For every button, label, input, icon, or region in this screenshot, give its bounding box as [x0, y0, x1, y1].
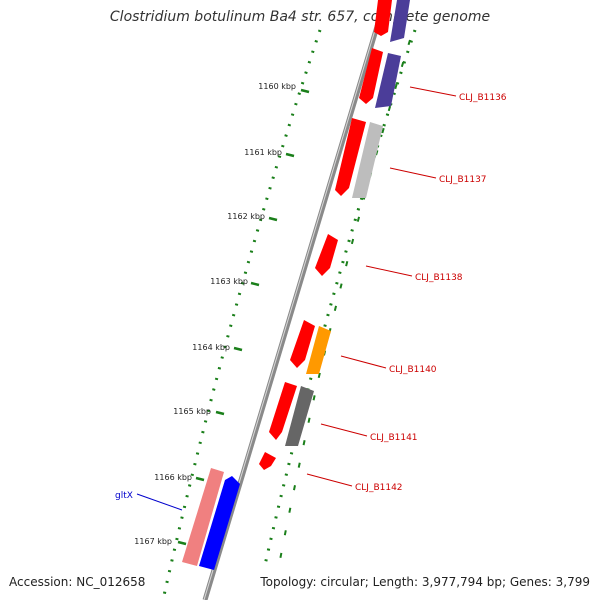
tick-1167	[177, 540, 187, 546]
gene-b1138-red[interactable]	[315, 234, 338, 276]
gene-label-b1138[interactable]: CLJ_B1138	[415, 273, 463, 283]
tick-label-1165: 1165 kbp	[173, 407, 211, 416]
gene-b1141-red[interactable]	[269, 382, 297, 440]
tick-label-1167: 1167 kbp	[134, 537, 172, 546]
tick-1160	[300, 88, 310, 94]
tick-1166	[195, 476, 205, 482]
tick-1163	[250, 281, 260, 287]
gene-b1136-navy[interactable]	[375, 53, 401, 108]
gene-label-b1141[interactable]: CLJ_B1141	[370, 433, 418, 443]
tick-label-1163: 1163 kbp	[210, 277, 248, 286]
tick-label-1160: 1160 kbp	[258, 82, 296, 91]
gene-pink[interactable]	[182, 468, 224, 566]
gene-label-b1142[interactable]: CLJ_B1142	[355, 483, 403, 493]
connector-b1140	[340, 355, 387, 369]
gene-label-b1140[interactable]: CLJ_B1140	[389, 365, 437, 375]
gene-b1141-darkgray[interactable]	[285, 386, 314, 446]
gene-b1137-gray[interactable]	[352, 122, 383, 198]
tick-1165	[215, 410, 225, 416]
gene-b1140-red[interactable]	[290, 320, 315, 368]
topology-text: Topology: circular; Length: 3,977,794 bp…	[260, 575, 590, 589]
genes	[182, 0, 410, 570]
gene-b1140-orange[interactable]	[306, 326, 331, 374]
gene-label-gltX[interactable]: gltX	[115, 491, 133, 501]
tick-label-1161: 1161 kbp	[244, 148, 282, 157]
gene-label-b1137[interactable]: CLJ_B1137	[439, 175, 487, 185]
gene-top-red[interactable]	[374, 0, 392, 36]
connector-b1136	[409, 86, 457, 97]
accession-text: Accession: NC_012658	[9, 575, 146, 589]
gene-label-b1136[interactable]: CLJ_B1136	[459, 93, 507, 103]
tick-1164	[233, 346, 243, 352]
gene-top-navy[interactable]	[390, 0, 410, 42]
label-connectors	[136, 86, 457, 511]
gene-b1137-red[interactable]	[335, 118, 366, 196]
connector-b1137	[389, 167, 437, 179]
tick-1162	[268, 216, 278, 222]
gene-b1142-red[interactable]	[259, 452, 276, 470]
gene-b1136-red[interactable]	[359, 48, 383, 104]
connector-b1142	[306, 473, 353, 487]
tick-1161	[285, 152, 295, 158]
tick-label-1164: 1164 kbp	[192, 343, 230, 352]
tick-label-1166: 1166 kbp	[154, 473, 192, 482]
connector-b1141	[320, 423, 368, 437]
inner-dotted-ring	[161, 29, 322, 600]
gene-gltX-blue[interactable]	[199, 476, 240, 570]
tick-marks	[177, 88, 310, 546]
outer-dash-ring	[279, 39, 411, 561]
connector-gltX	[136, 493, 183, 511]
connector-b1138	[365, 265, 413, 277]
tick-label-1162: 1162 kbp	[227, 212, 265, 221]
